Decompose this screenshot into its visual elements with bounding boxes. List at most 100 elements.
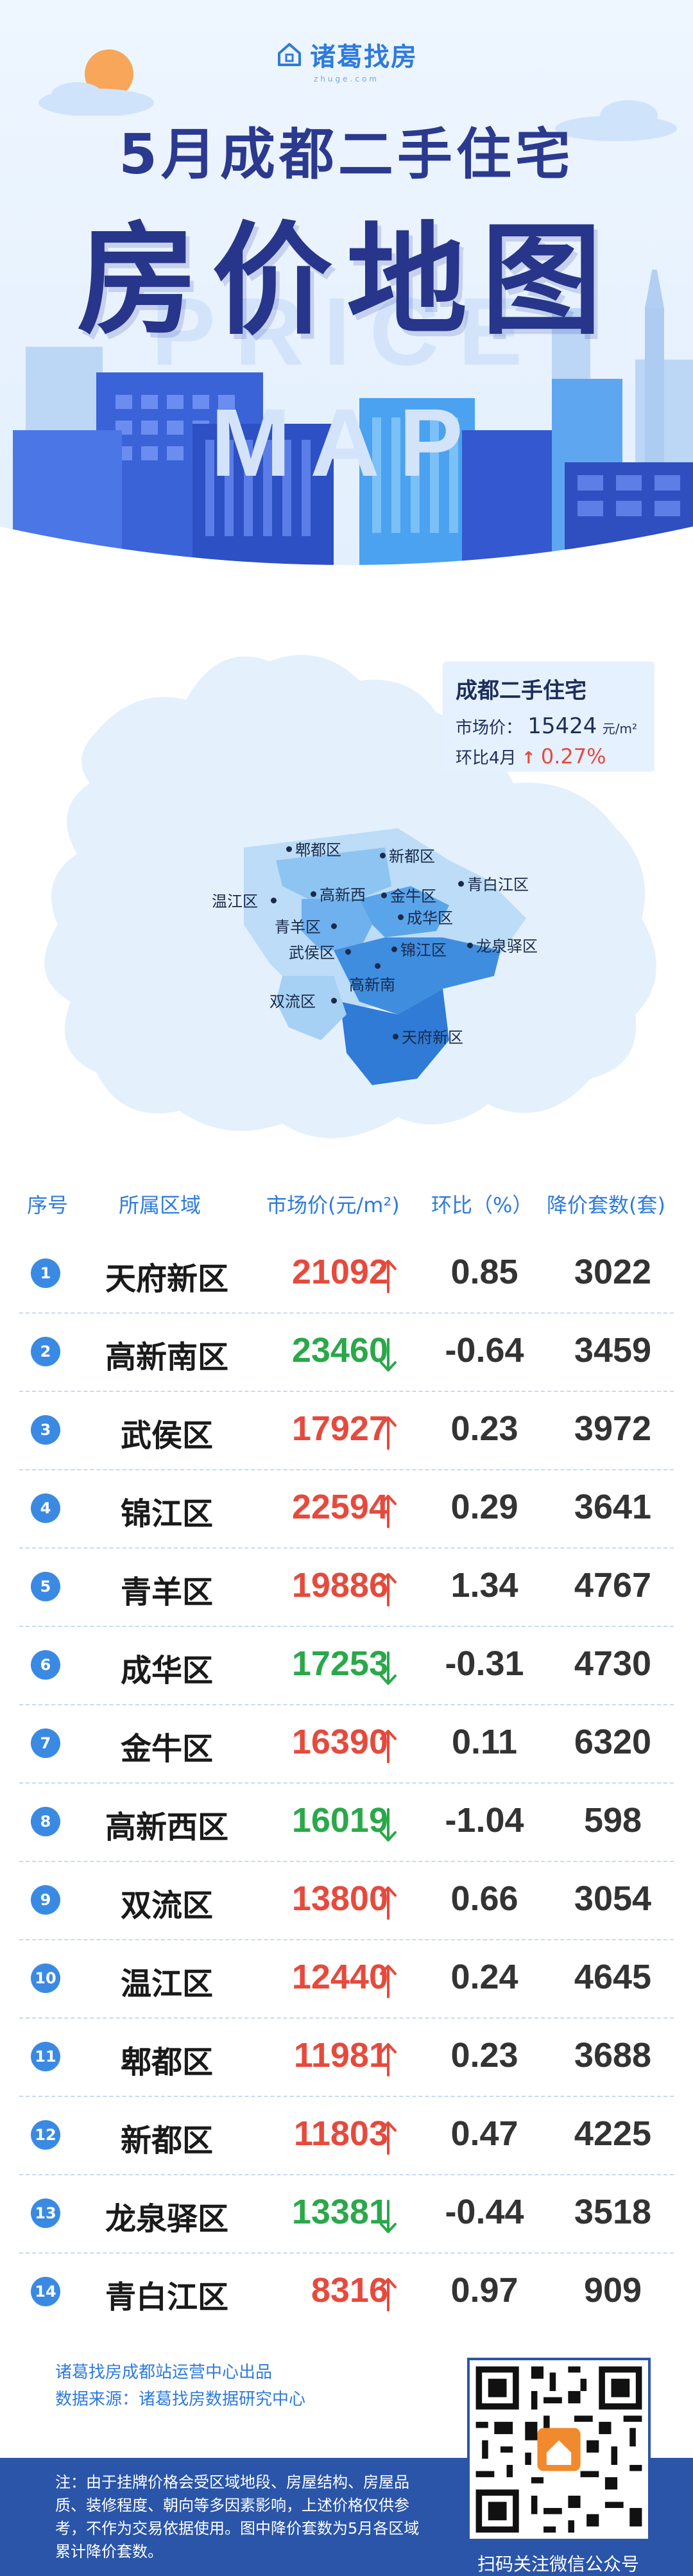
map-label-pidu: 郫都区 — [295, 841, 341, 859]
price-cut-count: 3972 — [574, 1409, 652, 1448]
table-header: 序号 所属区域 市场价(元/m²) 环比（%） 降价套数(套) — [0, 1189, 693, 1228]
brand-domain: zhuge.com — [314, 74, 379, 83]
up-arrow-icon — [380, 1730, 397, 1763]
row-divider — [19, 2096, 674, 2097]
rank-badge: 13 — [31, 2198, 60, 2228]
mom-change: 0.66 — [450, 1879, 518, 1918]
market-price: 19886 — [291, 1566, 388, 1605]
district-map: 郫都区 新都区 青白江区 温江区 高新西 金牛区 成华区 青羊区 武侯区 锦江区… — [0, 616, 693, 1169]
market-price: 13800 — [291, 1879, 388, 1918]
map-label-chenghua: 成华区 — [407, 909, 453, 927]
map-dot — [345, 949, 351, 955]
district-name: 青白江区 — [105, 2279, 228, 2315]
down-arrow-icon — [380, 2200, 397, 2233]
row-divider — [19, 1626, 674, 1627]
district-name: 武侯区 — [120, 1418, 213, 1454]
hero-banner: 诸葛找房 zhuge.com PRICE MAP 5月成都二手住宅 房价地图 — [0, 0, 693, 578]
up-arrow-icon — [380, 2121, 397, 2155]
row-divider — [19, 1312, 674, 1314]
map-dot — [331, 998, 337, 1004]
table-row: 2 高新南区 23460 -0.64 3459 — [0, 1312, 693, 1391]
market-price: 13381 — [291, 2193, 388, 2231]
mom-change: -0.64 — [445, 1331, 524, 1370]
table-row: 8 高新西区 16019 -1.04 598 — [0, 1782, 693, 1861]
credit-producer: 诸葛找房成都站运营中心出品 — [55, 2363, 273, 2382]
price-cut-count: 3641 — [574, 1488, 652, 1526]
mom-change: 0.24 — [450, 1958, 518, 1996]
market-price: 11803 — [293, 2114, 388, 2153]
table-row: 7 金牛区 16390 0.11 6320 — [0, 1704, 693, 1782]
summary-price: 15424 — [527, 713, 597, 739]
qr-code[interactable] — [467, 2358, 651, 2541]
district-name: 金牛区 — [120, 1731, 213, 1767]
cloud-decoration — [555, 100, 677, 141]
page-title: 5月成都二手住宅 — [119, 123, 574, 187]
map-dot — [381, 892, 387, 898]
map-dot — [391, 946, 397, 952]
district-name: 高新南区 — [105, 1339, 228, 1375]
credit-source: 数据来源：诸葛找房数据研究中心 — [55, 2390, 306, 2409]
chengdu-map-shape — [44, 655, 656, 1138]
district-name: 温江区 — [120, 1966, 213, 2002]
price-cut-count: 598 — [583, 1801, 642, 1840]
district-name: 高新西区 — [105, 1809, 228, 1845]
market-price: 16019 — [291, 1801, 388, 1840]
up-arrow-icon — [380, 2043, 397, 2076]
rank-badge: 7 — [31, 1728, 60, 1758]
city-skyline-illustration — [0, 270, 693, 578]
row-divider — [19, 1547, 674, 1549]
header-rank: 序号 — [27, 1193, 69, 1217]
page-title-main: 房价地图 — [77, 211, 616, 351]
up-arrow-icon — [380, 1260, 397, 1293]
map-label-qingyang: 青羊区 — [275, 918, 321, 936]
district-name: 锦江区 — [120, 1496, 213, 1532]
header-district: 所属区域 — [119, 1193, 201, 1217]
summary-price-line: 市场价： 15424 元/m² — [456, 713, 642, 739]
market-price: 21092 — [291, 1253, 388, 1291]
table-row: 12 新都区 11803 0.47 4225 — [0, 2096, 693, 2174]
mom-change: 0.97 — [450, 2271, 518, 2310]
summary-mom-line: 环比4月 ↑ 0.27% — [456, 744, 642, 769]
district-name: 郫都区 — [120, 2044, 213, 2080]
mom-change: 1.34 — [450, 1566, 518, 1605]
down-arrow-icon — [380, 1338, 397, 1371]
district-name: 天府新区 — [105, 1261, 228, 1297]
up-arrow-icon — [380, 1886, 397, 1920]
map-label-xindu: 新都区 — [389, 848, 435, 866]
summary-price-label: 市场价： — [456, 718, 523, 738]
map-dot — [311, 891, 316, 897]
map-label-longquanyi: 龙泉驿区 — [476, 937, 538, 955]
market-price: 11981 — [293, 2036, 388, 2075]
map-dot — [331, 923, 337, 929]
market-price: 23460 — [291, 1331, 388, 1370]
row-divider — [19, 2017, 674, 2019]
qr-code-pattern — [470, 2360, 648, 2539]
row-divider — [19, 2174, 674, 2175]
map-dot — [398, 914, 404, 920]
rank-badge: 11 — [31, 2042, 60, 2071]
price-cut-count: 4730 — [574, 1644, 652, 1683]
row-divider — [19, 1939, 674, 1940]
up-arrow-icon — [380, 1965, 397, 1998]
up-arrow-icon: ↑ — [521, 749, 536, 768]
market-price: 22594 — [291, 1488, 388, 1526]
house-logo-icon — [278, 43, 301, 66]
map-dot — [380, 853, 386, 858]
down-arrow-icon — [380, 1651, 397, 1685]
rank-badge: 3 — [31, 1415, 60, 1445]
disclaimer-note: 注：由于挂牌价格会受区域地段、房屋结构、房屋品质、装修程度、朝向等多因素影响，上… — [55, 2473, 420, 2561]
map-dot — [393, 1034, 398, 1040]
market-price: 12440 — [291, 1958, 388, 1996]
map-label-gaoxinnan: 高新南 — [349, 976, 395, 994]
map-dot — [286, 846, 292, 852]
up-arrow-icon — [380, 1573, 397, 1606]
market-price: 8316 — [311, 2271, 388, 2310]
summary-mom-value: 0.27% — [540, 744, 606, 769]
header-price: 市场价(元/m²) — [266, 1193, 400, 1217]
summary-mom-label: 环比4月 — [456, 749, 517, 768]
map-label-tianfu: 天府新区 — [402, 1029, 463, 1047]
row-divider — [19, 1469, 674, 1470]
map-label-wuhou: 武侯区 — [289, 944, 335, 962]
district-name: 龙泉驿区 — [105, 2201, 228, 2237]
table-row: 9 双流区 13800 0.66 3054 — [0, 1861, 693, 1939]
